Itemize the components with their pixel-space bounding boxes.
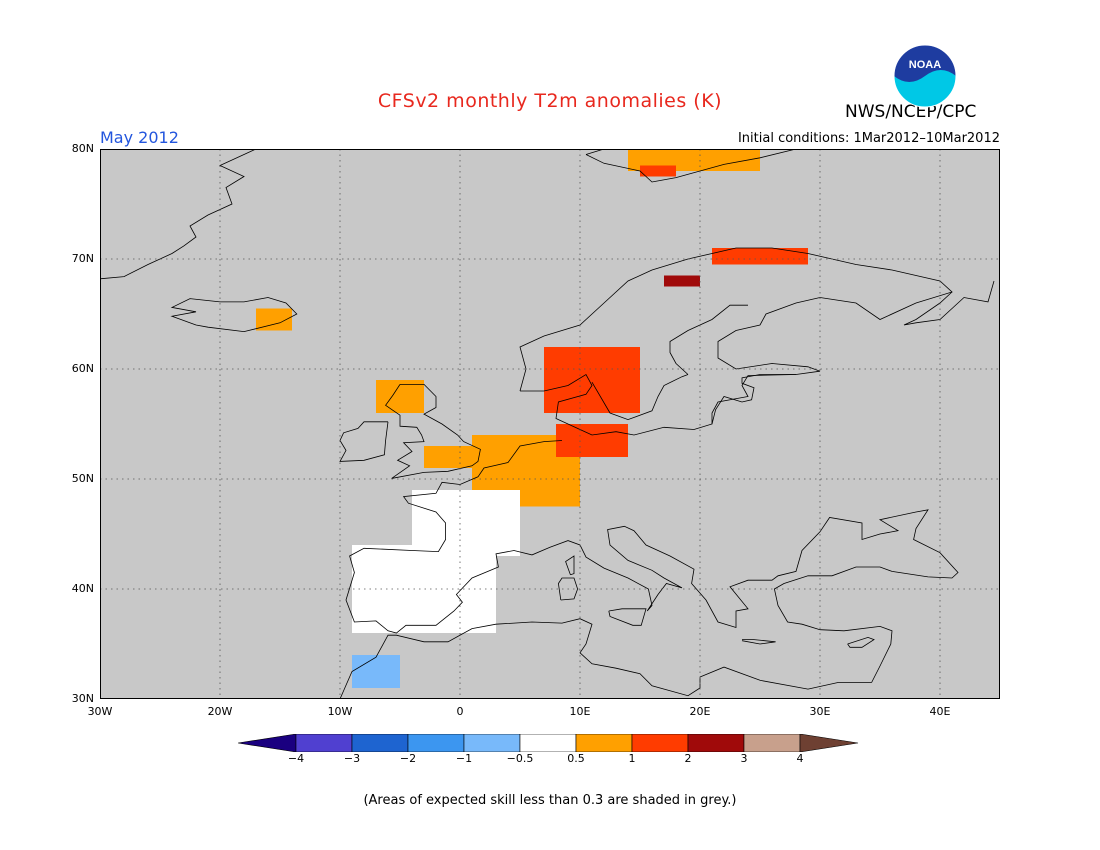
lat-label-40n: 40N — [71, 582, 94, 595]
coast-ireland — [339, 421, 389, 462]
coast-corsica-sardinia — [565, 555, 575, 576]
coastlines — [100, 149, 995, 699]
colorbar-segment — [575, 734, 633, 752]
colorbar-label: −2 — [399, 752, 417, 765]
lat-label-50n: 50N — [71, 472, 94, 485]
anomaly-region-france-west — [412, 490, 520, 556]
colorbar-segment — [407, 734, 465, 752]
colorbar-segment — [295, 734, 353, 752]
coast-sicily — [608, 608, 647, 626]
colorbar-label: −4 — [287, 752, 305, 765]
anomaly-region-lapland — [664, 275, 700, 287]
svg-text:NOAA: NOAA — [909, 59, 941, 71]
anomaly-region-iceland — [256, 308, 292, 331]
coast-greenland — [100, 149, 257, 280]
colorbar-label: −3 — [343, 752, 361, 765]
colorbar-label: −0.5 — [506, 752, 534, 765]
colorbar-label: 4 — [796, 752, 804, 765]
lon-label-10w: 10W — [327, 705, 353, 718]
anomaly-region-baltic-coast — [556, 424, 628, 457]
lon-label-20e: 20E — [689, 705, 711, 718]
coast-britain — [385, 383, 481, 479]
colorbar-segment — [631, 734, 689, 752]
anomaly-region-england — [424, 446, 484, 468]
colorbar — [238, 734, 859, 752]
lat-label-70n: 70N — [71, 252, 94, 265]
coast-sardinia — [557, 577, 579, 601]
anomaly-map — [100, 149, 1000, 699]
lon-label-30e: 30E — [809, 705, 831, 718]
colorbar-segment — [743, 734, 801, 752]
anomaly-region-north-norway-finnmark — [712, 248, 808, 265]
coast-kola — [903, 280, 995, 326]
colorbar-arrow-high — [799, 734, 859, 752]
skill-footnote: (Areas of expected skill less than 0.3 a… — [363, 793, 737, 808]
lon-label-20w: 20W — [207, 705, 233, 718]
colorbar-label: 3 — [740, 752, 748, 765]
lat-label-80n: 80N — [71, 142, 94, 155]
noaa-logo: NOAA — [893, 44, 957, 108]
colorbar-segment — [463, 734, 521, 752]
lon-label-40e: 40E — [929, 705, 951, 718]
coast-sweden-east — [669, 304, 748, 375]
colorbar-segment — [351, 734, 409, 752]
colorbar-label: −1 — [455, 752, 473, 765]
lon-label-0: 0 — [456, 705, 464, 718]
lat-label-30n: 30N — [71, 692, 94, 705]
lat-label-60n: 60N — [71, 362, 94, 375]
anomaly-region-morocco — [352, 655, 400, 688]
coast-continent — [345, 440, 959, 683]
coast-cyprus — [847, 636, 875, 648]
coast-north-africa — [339, 618, 872, 699]
skill-grey-background — [100, 149, 1000, 699]
lon-label-30w: 30W — [87, 705, 113, 718]
initial-conditions: Initial conditions: 1Mar2012–10Mar2012 — [737, 131, 1000, 146]
colorbar-segment — [687, 734, 745, 752]
anomaly-region-svalbard-south — [640, 165, 676, 177]
colorbar-label: 2 — [684, 752, 692, 765]
coast-baltic-east — [711, 374, 796, 425]
coast-crete — [741, 639, 776, 645]
forecast-month: May 2012 — [100, 128, 179, 147]
graticule — [100, 149, 1000, 699]
colorbar-label: 1 — [628, 752, 636, 765]
colorbar-label: 0.5 — [567, 752, 585, 765]
coast-scandinavia — [519, 247, 953, 436]
lon-label-10e: 10E — [569, 705, 591, 718]
coast-sweden-south — [591, 374, 689, 421]
agency-label: NWS/NCEP/CPC — [845, 102, 977, 122]
anomaly-region-sweden-south — [544, 347, 640, 413]
colorbar-segment — [519, 734, 577, 752]
coast-iceland — [170, 297, 298, 333]
coast-svalbard — [585, 149, 797, 183]
chart-title: CFSv2 monthly T2m anomalies (K) — [377, 90, 723, 112]
anomaly-region-scotland — [376, 380, 424, 413]
colorbar-arrow-low — [238, 734, 297, 752]
